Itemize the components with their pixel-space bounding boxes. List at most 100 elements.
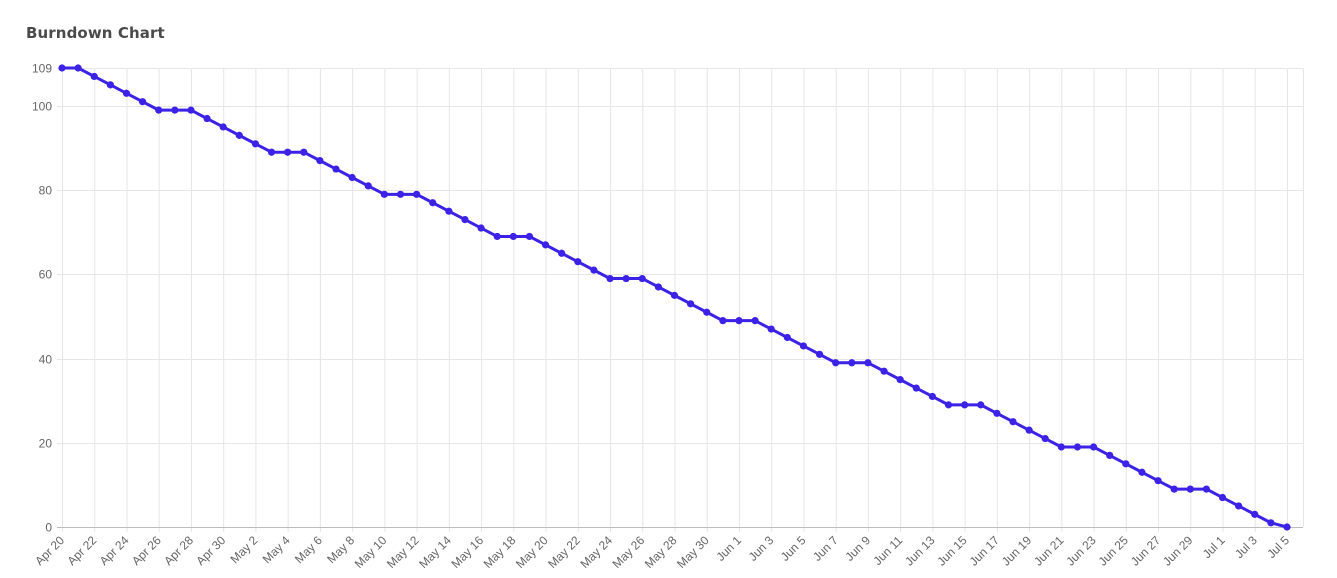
data-point (815, 350, 824, 358)
data-point (912, 384, 920, 392)
x-tick-label: May 18 (481, 533, 519, 571)
x-tick-label: Jun 17 (967, 533, 1003, 569)
x-tick-label: Jul 3 (1232, 533, 1260, 561)
data-point (509, 232, 517, 241)
data-point (332, 165, 340, 173)
y-tick-label: 80 (39, 184, 53, 198)
data-point (1041, 434, 1049, 443)
data-point (525, 232, 534, 241)
data-point (429, 199, 437, 207)
x-tick-label: Apr 28 (161, 533, 196, 568)
data-point (574, 258, 582, 266)
data-point (687, 300, 695, 308)
data-point (541, 241, 550, 249)
data-point (703, 308, 711, 316)
x-tick-label: May 30 (674, 533, 712, 571)
y-tick-label: 100 (32, 100, 52, 114)
chart-title: Burndown Chart (26, 24, 165, 42)
y-axis-labels: 0 20 40 60 80 100 109 (32, 62, 52, 535)
vertical-gridlines (62, 68, 1304, 532)
y-tick-label: 109 (32, 62, 52, 76)
data-point (1073, 443, 1082, 451)
x-tick-label: May 12 (384, 533, 422, 571)
data-point (638, 274, 646, 283)
y-tick-label: 0 (45, 521, 52, 535)
x-tick-label: May 14 (416, 533, 454, 571)
x-tick-label: Jun 5 (778, 533, 809, 564)
x-tick-label: May 16 (448, 533, 486, 571)
data-point (138, 98, 147, 106)
x-tick-label: Jun 1 (713, 533, 744, 564)
x-tick-label: Jun 23 (1063, 533, 1099, 569)
data-point (284, 148, 292, 156)
data-point (106, 81, 114, 89)
x-tick-label: Apr 30 (193, 533, 228, 568)
data-point (848, 359, 856, 367)
x-tick-label: Jun 13 (902, 533, 938, 569)
data-point (235, 131, 243, 139)
data-point (1089, 443, 1098, 451)
data-point (187, 106, 195, 114)
data-point (1057, 443, 1065, 451)
x-tick-label: May 26 (610, 533, 648, 571)
data-point (493, 232, 501, 241)
data-point (74, 64, 82, 72)
data-point (1154, 477, 1162, 485)
x-tick-label: Jun 21 (1031, 533, 1067, 569)
data-point (606, 274, 614, 283)
data-point (316, 157, 324, 165)
data-point (461, 216, 469, 224)
x-tick-label: May 28 (642, 533, 680, 571)
data-point (300, 148, 308, 156)
x-tick-label: Apr 22 (64, 533, 99, 568)
data-point (171, 106, 179, 114)
x-tick-label: Apr 24 (97, 533, 132, 568)
data-point (445, 207, 453, 215)
data-point (558, 249, 566, 257)
data-point (477, 224, 485, 232)
x-tick-label: Jun 19 (999, 533, 1035, 569)
x-tick-label: Jun 29 (1160, 533, 1196, 569)
x-tick-label: May 20 (513, 533, 551, 571)
horizontal-gridlines (57, 68, 1303, 528)
data-point (590, 266, 598, 274)
x-tick-label: Jun 9 (842, 533, 873, 564)
data-point (928, 392, 936, 401)
data-point (155, 106, 163, 114)
x-tick-label: Jun 11 (871, 533, 906, 568)
series-burndown (58, 64, 1291, 531)
x-tick-label: May 24 (577, 533, 615, 571)
x-tick-label: Jul 5 (1264, 533, 1292, 561)
data-point (783, 333, 791, 342)
data-point (251, 140, 260, 148)
data-point (1283, 523, 1291, 531)
data-point (654, 283, 662, 291)
y-tick-label: 20 (39, 437, 53, 451)
data-point (1025, 426, 1033, 434)
data-point (1267, 519, 1275, 527)
x-tick-label: Apr 20 (32, 533, 67, 568)
data-point (896, 376, 904, 384)
data-point (767, 325, 775, 333)
data-point (1122, 460, 1130, 468)
data-point (219, 123, 227, 131)
x-tick-label: Apr 26 (129, 533, 164, 568)
data-point (993, 409, 1001, 417)
x-tick-label: May 6 (292, 533, 325, 566)
x-tick-label: Jun 25 (1096, 533, 1132, 569)
data-point (203, 114, 211, 123)
data-point (735, 317, 743, 325)
x-tick-label: May 22 (545, 533, 583, 571)
data-point (1170, 485, 1178, 493)
data-point (413, 190, 421, 198)
data-point (799, 342, 808, 350)
data-point (58, 64, 66, 72)
data-point (977, 401, 985, 409)
data-point (396, 190, 405, 198)
data-point (1202, 485, 1211, 493)
y-tick-label: 60 (39, 268, 53, 282)
data-point (90, 72, 98, 81)
data-point (832, 359, 840, 367)
